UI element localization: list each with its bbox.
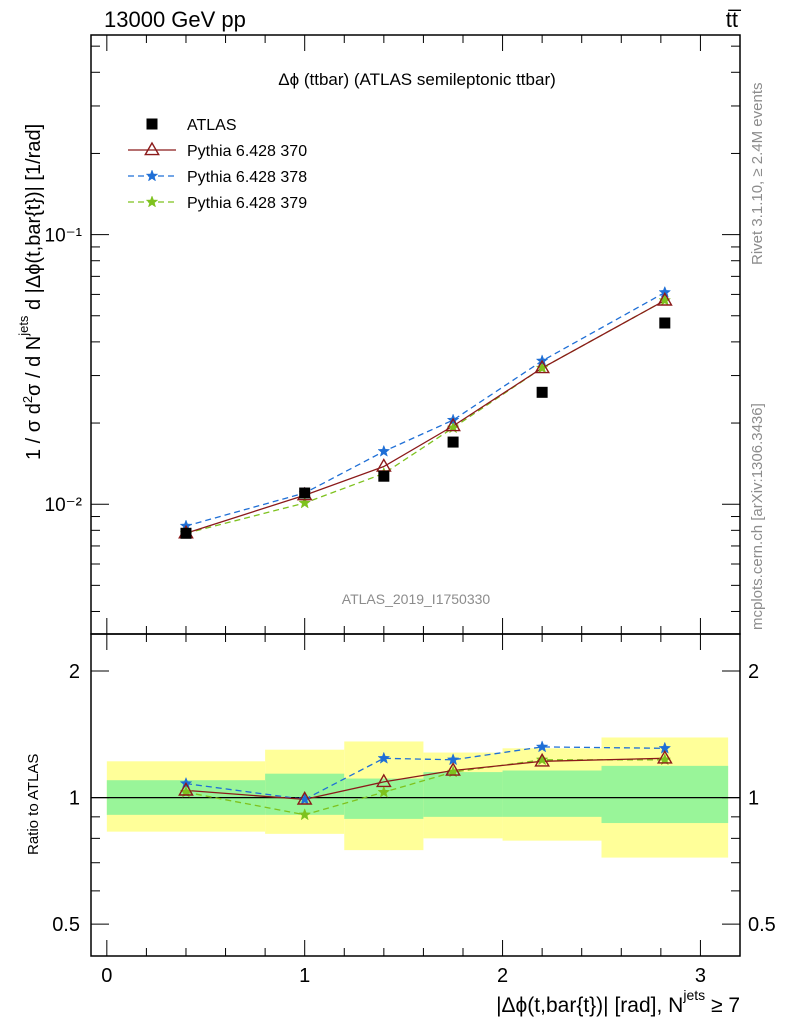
ratio-tick-label-right: 2 [748,661,759,683]
data-point [656,291,673,306]
axis-tick-labels: 0 1 2 3 10⁻² 10⁻¹ 0.5 0.5 1 1 2 2 [45,226,776,987]
analysis-watermark: ATLAS_2019_I1750330 [342,591,491,607]
ratio-point [296,790,313,805]
series-line [185,299,666,534]
y-axis-title: 1 / σ d2σ / d Njets d |Δϕ(t,bar{t})| [1/… [16,124,45,460]
x-tick-label: 2 [497,965,508,987]
y-tick-label: 10⁻¹ [45,226,83,247]
data-point [536,386,548,398]
ratio-tick-label-right: 0.5 [748,914,776,936]
ratio-point [656,749,673,764]
legend-label: Pythia 6.428 379 [187,195,307,212]
ratio-tick-label-left: 0.5 [52,914,80,936]
ratio-series-lines [185,746,665,816]
source-label: mcplots.cern.ch [arXiv:1306.3436] [749,403,766,630]
x-tick-label: 1 [299,965,310,987]
data-point [377,444,391,457]
data-point [447,436,459,448]
ratio-line [185,759,665,816]
data-point [180,527,192,539]
ratio-point [375,773,392,788]
data-point [658,293,672,306]
series-line [185,291,666,527]
ratio-y-axis-title: Ratio to ATLAS [25,754,42,855]
x-tick-label: 3 [695,965,706,987]
rivet-label: Rivet 3.1.10, ≥ 2.4M events [749,83,766,266]
data-point [298,496,312,509]
legend-marker [146,118,158,130]
ratio-point [377,751,391,764]
legend-label: Pythia 6.428 370 [187,143,307,160]
series-markers [178,285,673,821]
legend-marker [144,141,160,156]
process-label: tt̅ [726,7,742,32]
data-point [445,417,461,432]
ratio-plot-frame [90,633,741,957]
x-tick-label: 0 [101,965,112,987]
inner-band [601,765,729,824]
data-point [535,361,549,374]
data-point [299,487,311,499]
ratio-point [535,753,549,766]
axis-ticks [91,35,741,956]
series-line [185,299,666,534]
main-series-lines [185,291,666,534]
ratio-point [298,808,312,821]
ratio-point [445,762,461,776]
inner-band [502,770,602,817]
inner-band [423,772,503,817]
legend-marker [145,169,159,182]
data-point [534,359,551,374]
ratio-point [298,792,312,805]
ratio-point [535,740,549,753]
legend: ATLAS Pythia 6.428 370 Pythia 6.428 378 Pyt… [128,117,307,212]
plot-title: Δϕ (ttbar) (ATLAS semileptonic ttbar) [278,70,556,89]
uncertainty-bands [91,737,740,858]
inner-band [344,778,424,819]
ratio-line [185,757,665,801]
ratio-tick-label-left: 1 [69,788,80,810]
legend-marker [145,195,159,208]
ratio-line [185,746,665,801]
ratio-point [534,752,551,767]
collision-label: 13000 GeV pp [104,7,246,32]
legend-label: ATLAS [187,117,237,134]
data-point [659,317,671,329]
x-axis-title: |Δϕ(t,bar{t})| [rad], Njets ≥ 7 [496,987,740,1017]
data-point [658,285,672,298]
ratio-point [178,781,194,796]
ratio-tick-label-left: 2 [69,661,80,683]
ratio-tick-label-right: 1 [748,788,759,810]
y-tick-label: 10⁻² [45,495,83,516]
ratio-point [377,785,391,798]
legend-label: Pythia 6.428 378 [187,169,307,186]
data-point [378,470,390,482]
